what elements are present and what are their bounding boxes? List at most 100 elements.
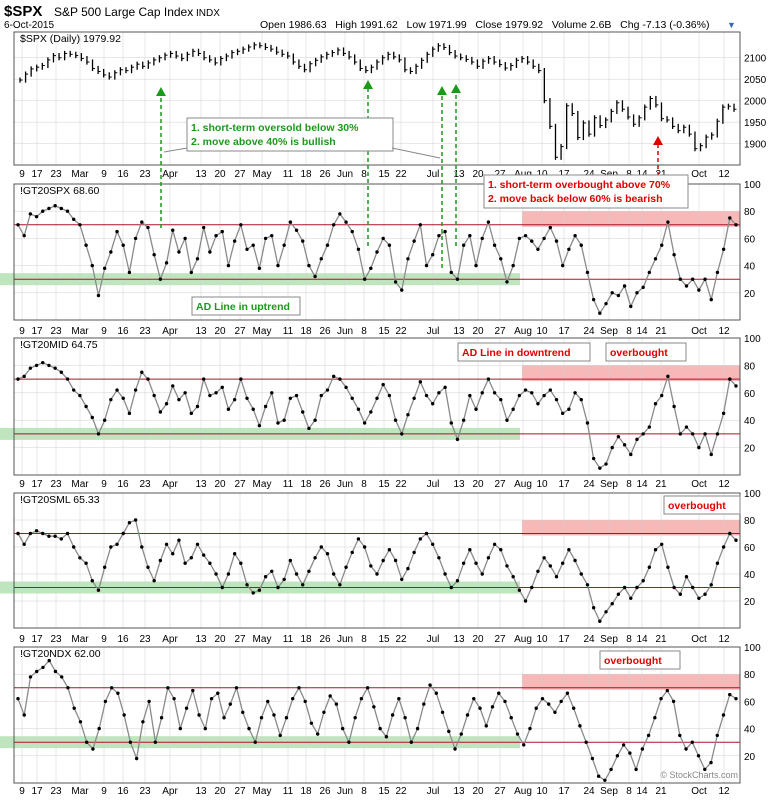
quote-arrow[interactable]: ▼: [727, 20, 736, 30]
data-point: [672, 404, 676, 409]
data-point: [152, 393, 156, 398]
data-point: [431, 542, 435, 546]
data-point: [474, 263, 478, 268]
x-tick-label: 14: [636, 786, 648, 797]
data-point: [147, 699, 151, 704]
data-point: [251, 407, 255, 411]
data-point: [465, 713, 470, 717]
x-tick-label: 15: [378, 479, 390, 490]
data-point: [344, 565, 348, 569]
data-point: [28, 531, 33, 536]
data-point: [164, 542, 169, 546]
data-point: [390, 713, 395, 717]
y-tick-label: 1950: [744, 118, 767, 129]
data-point: [666, 374, 670, 379]
data-point: [381, 558, 385, 563]
panel-2: 20 40 60 80 100 !GT20SPX 68.60 9 17 23 Mar 9 16 23 Ap…: [0, 180, 761, 337]
data-point: [171, 384, 175, 388]
data-point: [350, 550, 354, 555]
data-point: [709, 760, 713, 765]
note-overbought-line: 2. move back below 60% is bearish: [488, 193, 663, 205]
data-point: [270, 569, 274, 573]
x-tick-label: 20: [472, 634, 484, 645]
x-tick-label: 13: [195, 169, 207, 180]
data-point: [715, 561, 720, 565]
data-point: [66, 686, 70, 690]
y-tick-label: 2000: [744, 97, 767, 108]
data-point: [560, 263, 565, 268]
y-tick-label: 20: [744, 444, 756, 455]
y-tick-label: 40: [744, 262, 756, 273]
data-point: [672, 585, 676, 590]
data-point: [418, 537, 423, 541]
data-point: [484, 724, 488, 728]
data-point: [486, 220, 491, 224]
data-point: [22, 233, 26, 238]
data-point: [375, 250, 379, 254]
data-point: [90, 579, 94, 583]
data-point: [622, 585, 627, 590]
x-tick-label: 16: [117, 326, 129, 337]
data-point: [232, 552, 237, 556]
data-point: [474, 561, 478, 565]
data-point: [270, 233, 274, 238]
data-point: [214, 233, 218, 238]
data-point: [146, 377, 150, 381]
data-point: [331, 374, 336, 379]
data-point: [610, 445, 614, 450]
data-point: [578, 724, 582, 728]
x-tick-label: 12: [718, 169, 730, 180]
data-point: [84, 561, 88, 565]
x-tick-label: Apr: [162, 786, 178, 797]
data-point: [734, 696, 738, 701]
x-tick-label: 8: [361, 326, 367, 337]
data-point: [492, 243, 497, 247]
data-point: [282, 577, 286, 582]
data-point: [372, 705, 376, 709]
data-point: [338, 583, 342, 587]
data-point: [573, 233, 577, 238]
data-point: [122, 713, 126, 717]
x-tick-label: 18: [300, 634, 312, 645]
data-point: [245, 396, 249, 400]
data-point: [41, 360, 45, 365]
x-tick-label: Jul: [427, 169, 440, 180]
data-point: [492, 391, 497, 395]
data-point: [734, 384, 738, 388]
data-point: [635, 585, 639, 590]
data-point: [499, 257, 503, 261]
x-tick-label: 11: [283, 634, 294, 645]
data-point: [490, 705, 495, 709]
data-point: [183, 236, 187, 241]
x-tick-label: 26: [319, 479, 331, 490]
panel-title: !GT20SPX 68.60: [20, 185, 100, 197]
data-point: [455, 437, 460, 442]
data-point: [530, 585, 534, 590]
data-point: [263, 575, 268, 579]
data-point: [65, 377, 70, 381]
data-point: [84, 243, 88, 247]
x-tick-label: 10: [536, 634, 548, 645]
data-point: [41, 665, 45, 670]
label-ad-downtrend: [457, 342, 591, 362]
data-point: [468, 393, 472, 398]
x-tick-label: 27: [494, 479, 506, 490]
data-point: [195, 542, 200, 546]
x-tick-label: 20: [472, 169, 484, 180]
data-point: [239, 223, 243, 227]
x-tick-label: 27: [494, 786, 506, 797]
data-point: [22, 374, 26, 379]
data-point: [412, 550, 416, 555]
data-point: [653, 716, 657, 720]
x-tick-label: 23: [139, 326, 151, 337]
data-point: [437, 233, 441, 238]
data-point: [384, 735, 389, 739]
data-point: [152, 579, 156, 583]
data-point: [91, 747, 95, 751]
x-tick-label: 9: [101, 169, 107, 180]
data-point: [703, 432, 707, 436]
data-point: [560, 411, 565, 416]
data-point: [294, 572, 299, 576]
data-point: [418, 380, 423, 384]
data-point: [183, 561, 187, 565]
